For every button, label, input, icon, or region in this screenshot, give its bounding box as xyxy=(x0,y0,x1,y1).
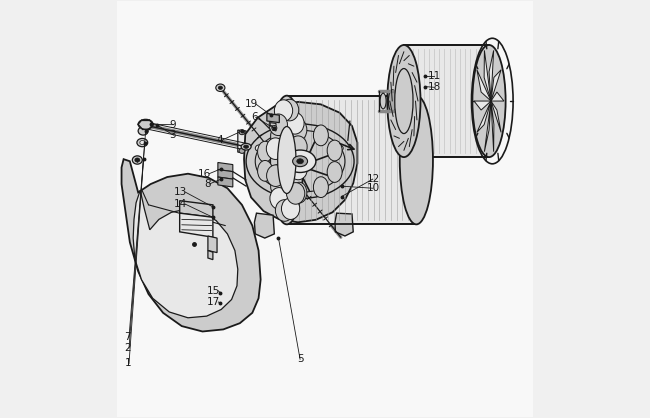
Ellipse shape xyxy=(395,69,413,134)
Ellipse shape xyxy=(281,99,299,121)
Ellipse shape xyxy=(138,119,153,129)
Text: 19: 19 xyxy=(244,99,258,109)
Polygon shape xyxy=(491,70,501,101)
Ellipse shape xyxy=(327,140,342,161)
Polygon shape xyxy=(218,177,233,187)
Text: 6: 6 xyxy=(251,112,258,122)
Ellipse shape xyxy=(241,143,251,150)
Polygon shape xyxy=(179,213,213,237)
Polygon shape xyxy=(335,213,353,236)
Ellipse shape xyxy=(335,145,343,151)
Ellipse shape xyxy=(266,138,285,159)
Ellipse shape xyxy=(297,159,304,164)
Ellipse shape xyxy=(287,183,305,204)
Ellipse shape xyxy=(269,114,287,135)
Polygon shape xyxy=(244,102,358,222)
Text: 1: 1 xyxy=(124,359,131,368)
Text: 15: 15 xyxy=(207,286,220,296)
Polygon shape xyxy=(267,114,280,122)
Ellipse shape xyxy=(400,96,433,224)
Ellipse shape xyxy=(255,145,264,151)
Ellipse shape xyxy=(216,84,225,92)
Ellipse shape xyxy=(295,184,304,191)
Ellipse shape xyxy=(387,45,421,157)
Text: 4: 4 xyxy=(216,135,223,145)
Polygon shape xyxy=(208,250,213,260)
Ellipse shape xyxy=(281,198,300,219)
Polygon shape xyxy=(474,101,491,110)
Ellipse shape xyxy=(327,162,342,182)
Ellipse shape xyxy=(292,156,307,167)
Ellipse shape xyxy=(289,158,307,180)
Ellipse shape xyxy=(286,112,304,134)
Polygon shape xyxy=(218,163,233,172)
Ellipse shape xyxy=(257,141,272,162)
Ellipse shape xyxy=(284,150,316,173)
Polygon shape xyxy=(484,51,491,101)
Ellipse shape xyxy=(292,120,307,140)
Ellipse shape xyxy=(257,161,272,181)
Polygon shape xyxy=(287,96,417,224)
Text: 9: 9 xyxy=(169,120,176,130)
Ellipse shape xyxy=(135,158,140,162)
Ellipse shape xyxy=(473,45,506,157)
Text: 17: 17 xyxy=(207,297,220,307)
Polygon shape xyxy=(118,1,532,417)
Ellipse shape xyxy=(278,127,296,194)
Text: 5: 5 xyxy=(297,354,304,364)
Text: 3: 3 xyxy=(169,130,176,140)
Polygon shape xyxy=(238,130,246,153)
Ellipse shape xyxy=(289,136,307,158)
Text: 12: 12 xyxy=(367,174,380,184)
Ellipse shape xyxy=(266,165,285,186)
Text: 11: 11 xyxy=(428,71,441,81)
Text: 16: 16 xyxy=(198,169,211,179)
Ellipse shape xyxy=(272,125,277,130)
Text: 7: 7 xyxy=(124,332,131,342)
Ellipse shape xyxy=(239,148,245,153)
Ellipse shape xyxy=(270,126,285,146)
Ellipse shape xyxy=(140,140,145,145)
Polygon shape xyxy=(270,122,276,131)
Ellipse shape xyxy=(292,182,307,203)
Text: 2: 2 xyxy=(124,343,131,353)
Polygon shape xyxy=(218,170,233,179)
Polygon shape xyxy=(491,101,494,152)
Polygon shape xyxy=(133,190,238,318)
Polygon shape xyxy=(179,201,213,217)
Polygon shape xyxy=(491,92,504,101)
Ellipse shape xyxy=(137,138,148,147)
Ellipse shape xyxy=(313,177,328,198)
Text: 13: 13 xyxy=(174,187,187,197)
Text: 14: 14 xyxy=(174,199,187,209)
Ellipse shape xyxy=(270,96,304,224)
Ellipse shape xyxy=(313,125,328,146)
Ellipse shape xyxy=(270,188,288,209)
Polygon shape xyxy=(489,51,493,101)
Text: 8: 8 xyxy=(205,179,211,189)
Ellipse shape xyxy=(380,93,386,109)
Polygon shape xyxy=(477,70,491,101)
Polygon shape xyxy=(404,45,489,157)
Polygon shape xyxy=(484,101,491,152)
Ellipse shape xyxy=(244,145,248,148)
Ellipse shape xyxy=(270,176,285,197)
Text: 10: 10 xyxy=(367,183,380,193)
Text: 18: 18 xyxy=(428,82,441,92)
Polygon shape xyxy=(491,101,501,133)
Ellipse shape xyxy=(388,90,396,112)
Ellipse shape xyxy=(138,127,148,135)
Ellipse shape xyxy=(274,100,292,121)
Ellipse shape xyxy=(218,86,222,89)
Polygon shape xyxy=(122,159,261,331)
Polygon shape xyxy=(477,101,491,133)
Ellipse shape xyxy=(133,156,142,164)
Polygon shape xyxy=(208,236,217,252)
Ellipse shape xyxy=(239,130,245,135)
Ellipse shape xyxy=(276,200,294,221)
Polygon shape xyxy=(254,213,274,238)
